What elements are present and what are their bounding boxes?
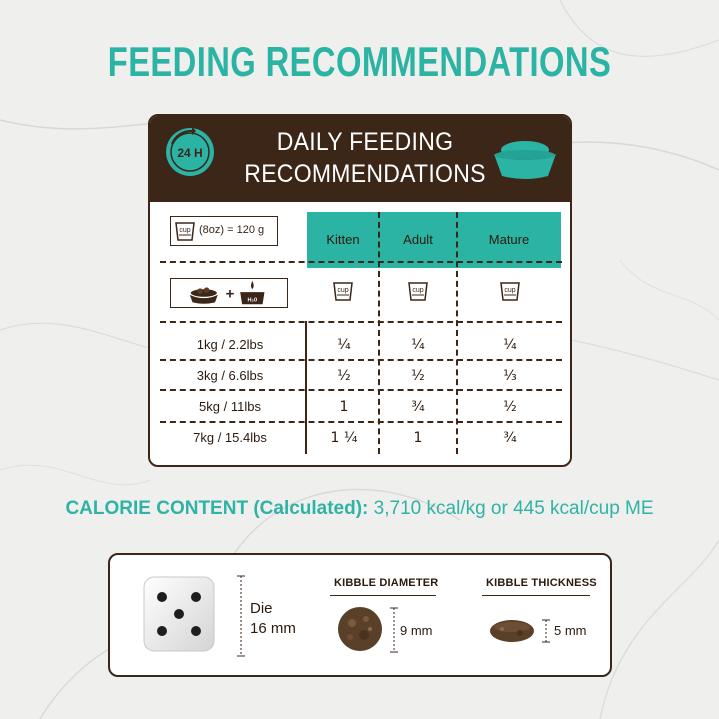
grid-divider [378, 212, 380, 454]
weight-cell: 5kg / 11lbs [199, 399, 261, 414]
col-adult: Adult [403, 232, 433, 247]
svg-text:cup: cup [337, 287, 348, 294]
value-cell: 1 [339, 399, 349, 415]
weight-column-divider [305, 321, 307, 454]
cup-icon: cup [175, 222, 195, 241]
weight-cell: 3kg / 6.6lbs [196, 368, 264, 383]
feeding-card: 24 H DAILY FEEDING RECOMMENDATIONS cup (… [148, 114, 572, 467]
page-headline: FEEDING RECOMMENDATIONS [107, 38, 612, 85]
col-mature: Mature [488, 232, 530, 247]
value-cell: 1 [413, 430, 423, 446]
grid-divider [456, 212, 458, 454]
value-cell: ¹⁄₄ [411, 337, 425, 353]
card-title: DAILY FEEDING RECOMMENDATIONS [232, 126, 499, 190]
kibble-diameter-value: 9 mm [400, 623, 433, 638]
value-cell: ¹⁄₂ [503, 399, 517, 415]
cup-icon: cup [408, 282, 428, 301]
card-header: 24 H DAILY FEEDING RECOMMENDATIONS [150, 116, 570, 202]
column-header-band: Kitten Adult Mature [307, 212, 561, 268]
water-label: H₂0 [248, 297, 258, 303]
value-cell: ¹⁄₂ [337, 368, 351, 384]
kibble-round-image [338, 607, 382, 651]
kibble-thickness-value: 5 mm [554, 623, 587, 638]
title-underline [482, 595, 590, 596]
grid-divider [160, 359, 562, 361]
cup-icon: cup [333, 282, 353, 301]
kibble-thickness-title: KIBBLE THICKNESS [486, 577, 597, 589]
kibble-diameter-title: KIBBLE DIAMETER [334, 577, 439, 589]
value-cell: 1 ¹⁄₄ [330, 430, 358, 446]
diameter-ruler [390, 607, 398, 653]
svg-text:cup: cup [179, 227, 190, 234]
svg-text:cup: cup [504, 287, 515, 294]
thickness-ruler [542, 619, 550, 643]
die-height-ruler [237, 575, 245, 657]
die-size-label: Die 16 mm [250, 600, 296, 637]
value-cell: ³⁄₄ [411, 399, 425, 415]
clock-24h-icon: 24 H [166, 127, 214, 176]
grid-divider [160, 261, 562, 263]
weight-cell: 1kg / 2.2lbs [196, 337, 264, 352]
title-underline [330, 595, 436, 596]
food-water-icon: + H₂0 [189, 280, 265, 305]
card-title-line1: DAILY FEEDING [276, 128, 454, 156]
calorie-value: 3,710 kcal/kg or 445 kcal/cup ME [373, 498, 654, 519]
value-cell: ¹⁄₂ [411, 368, 425, 384]
food-plus-water-box: + H₂0 [170, 278, 288, 308]
col-kitten: Kitten [326, 232, 360, 247]
kibble-flat-image [490, 620, 534, 642]
food-bowl-icon [494, 141, 556, 179]
weight-cell: 7kg / 15.4lbs [193, 430, 267, 445]
value-cell: ¹⁄₄ [503, 337, 517, 353]
grid-divider [160, 321, 562, 323]
value-cell: ¹⁄₃ [503, 368, 517, 384]
clock-label: 24 H [177, 146, 202, 160]
svg-text:cup: cup [412, 287, 423, 294]
cup-icon: cup [500, 282, 520, 301]
value-cell: ¹⁄₄ [337, 337, 351, 353]
grid-divider [160, 421, 562, 423]
svg-text:+: + [226, 286, 235, 303]
value-cell: ³⁄₄ [503, 430, 517, 446]
kibble-size-box: Die 16 mm KIBBLE DIAMETER 9 mm KIBBLE TH… [108, 553, 612, 677]
card-title-line2: RECOMMENDATIONS [244, 160, 486, 188]
calorie-label: CALORIE CONTENT (Calculated): [65, 498, 369, 519]
die-icon [143, 576, 215, 652]
calorie-content: CALORIE CONTENT (Calculated): 3,710 kcal… [0, 498, 719, 520]
cup-size-box: cup (8oz) = 120 g [170, 216, 278, 246]
cup-size-text: (8oz) = 120 g [199, 224, 265, 236]
grid-divider [160, 389, 562, 391]
